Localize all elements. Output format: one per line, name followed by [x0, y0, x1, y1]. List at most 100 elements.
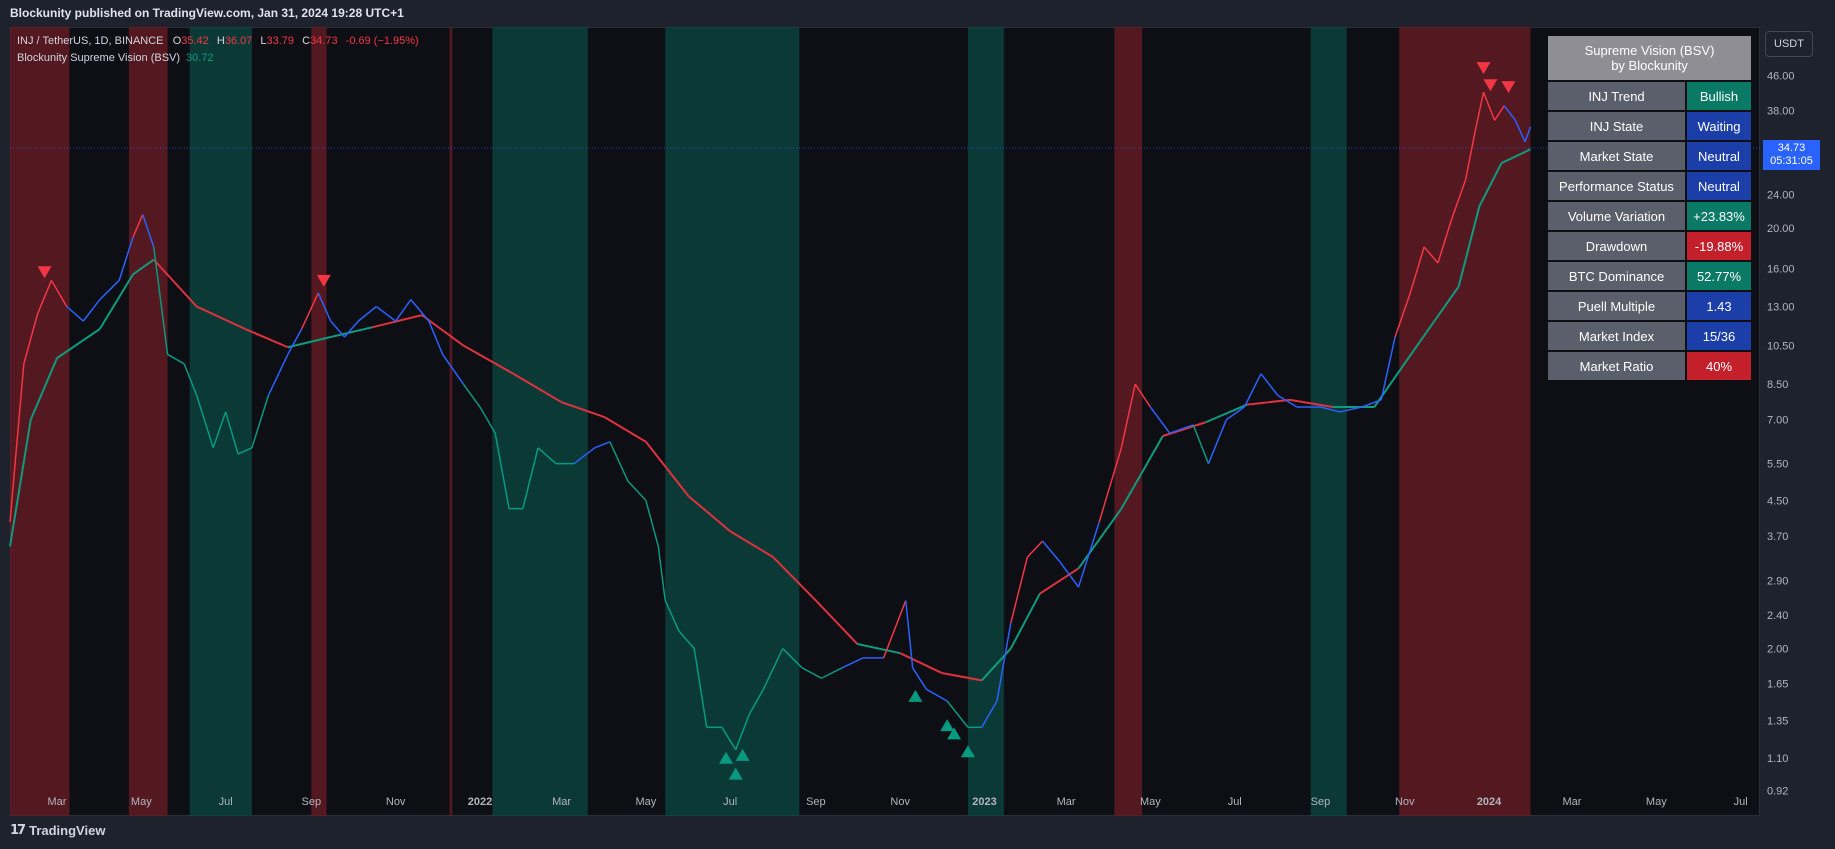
price-segment [50, 279, 68, 307]
y-tick-label: 2.00 [1767, 644, 1788, 656]
baseline-segment [371, 314, 423, 329]
sell-signal-triangle [1501, 81, 1516, 94]
x-tick-label: Jul [219, 796, 233, 808]
x-tick-label: May [131, 796, 152, 808]
baseline-segment [153, 258, 198, 308]
dashboard-value: +23.83% [1687, 202, 1751, 230]
price-segment [212, 411, 227, 449]
dashboard-row-trend: INJ Trend Bullish [1548, 82, 1751, 110]
zone-green [665, 27, 800, 816]
x-tick-label: Nov [890, 796, 910, 808]
baseline-segment [729, 530, 774, 558]
dashboard-row-market-state: Market State Neutral [1548, 142, 1751, 170]
y-tick-label: 20.00 [1767, 223, 1795, 235]
baseline-segment [132, 258, 155, 276]
price-segment [167, 353, 185, 365]
baseline-segment [1162, 421, 1207, 437]
tradingview-logo[interactable]: 17 TradingView [10, 823, 105, 838]
baseline-segment [1247, 398, 1291, 406]
price-segment [141, 214, 155, 248]
y-tick-label: 2.90 [1767, 576, 1788, 588]
dashboard-title-line1: Supreme Vision (BSV) [1584, 43, 1715, 58]
price-segment [267, 354, 289, 396]
y-tick-label: 10.50 [1767, 341, 1795, 353]
tradingview-logo-icon: 17 [10, 823, 26, 838]
indicator-legend-row[interactable]: Blockunity Supreme Vision (BSV) 30.72 [17, 50, 424, 67]
price-segment [782, 648, 803, 669]
x-tick-label: Mar [1563, 796, 1582, 808]
zone-red [128, 27, 168, 816]
baseline-segment [1039, 567, 1080, 595]
zone-red [1399, 27, 1531, 816]
price-segment [1361, 399, 1382, 408]
price-segment [1277, 394, 1298, 408]
price-segment [317, 292, 332, 322]
baseline-segment [196, 305, 246, 330]
dashboard-label: Performance Status [1548, 172, 1685, 200]
price-segment [664, 600, 680, 632]
low-value: 33.79 [266, 35, 295, 47]
price-segment [721, 726, 737, 751]
price-segment [153, 246, 169, 355]
last-price-value: 34.73 [1777, 142, 1806, 154]
x-tick-label: Jul [723, 796, 737, 808]
price-segment [1169, 424, 1194, 434]
y-tick-label: 46.00 [1767, 71, 1795, 83]
y-tick-label: 24.00 [1767, 189, 1795, 201]
price-segment [594, 441, 611, 449]
dashboard-label: Market Ratio [1548, 352, 1685, 380]
x-tick-label: Mar [48, 796, 67, 808]
y-tick-label: 7.00 [1767, 415, 1788, 427]
price-segment [904, 600, 914, 668]
zone-red [1114, 27, 1143, 816]
price-segment [981, 700, 998, 728]
high-value: 36.07 [224, 35, 253, 47]
price-segment [343, 320, 359, 338]
x-tick-label: May [1646, 796, 1667, 808]
y-tick-label: 38.00 [1767, 105, 1795, 117]
price-segment [9, 363, 25, 522]
price-segment [1503, 105, 1516, 121]
open-label: O [172, 35, 182, 47]
x-tick-label: May [1140, 796, 1161, 808]
dashboard-title: Supreme Vision (BSV) by Blockunity [1548, 36, 1751, 80]
buy-signal-triangle [940, 719, 955, 732]
price-segment [1380, 336, 1396, 401]
x-tick-label: Nov [386, 796, 406, 808]
buy-signal-triangle [728, 767, 743, 780]
dashboard-value: 40% [1687, 352, 1751, 380]
zones-layer [10, 27, 1531, 816]
symbol-label: INJ / TetherUS, 1D, BINANCE [17, 35, 164, 47]
dashboard-label: Puell Multiple [1548, 292, 1685, 320]
baseline-segment [1120, 435, 1164, 510]
price-segment [537, 447, 557, 465]
baseline-segment [1009, 593, 1041, 650]
x-tick-label: Mar [1057, 796, 1076, 808]
time-axis: Mar May Jul Sep Nov 2022 Mar May Jul Sep Nov 2023 Ma… [48, 796, 1748, 808]
price-segment [1514, 120, 1526, 143]
price-segment [395, 299, 412, 322]
sell-signal-triangle [316, 274, 331, 287]
price-segment [1243, 373, 1262, 408]
footer-bar [0, 816, 1835, 849]
price-segment [996, 622, 1012, 702]
baseline-segment [56, 328, 101, 359]
series-layer [9, 91, 1532, 751]
sell-signal-triangle [1476, 62, 1491, 75]
baseline-segment [603, 416, 647, 443]
baseline-segment [1416, 285, 1460, 347]
price-segment [573, 447, 596, 465]
price-segment [410, 299, 430, 322]
price-segment [657, 546, 666, 601]
dashboard-value: 1.43 [1687, 292, 1751, 320]
price-segment [195, 394, 214, 449]
buy-signal-triangle [735, 748, 750, 761]
currency-button[interactable]: USDT [1765, 31, 1813, 57]
price-segment [1493, 105, 1505, 121]
price-segment [1339, 406, 1363, 413]
x-tick-label: 2024 [1477, 796, 1502, 808]
zone-green [1310, 27, 1347, 816]
dashboard-row-puell: Puell Multiple 1.43 [1548, 292, 1751, 320]
x-tick-label: 2022 [468, 796, 492, 808]
